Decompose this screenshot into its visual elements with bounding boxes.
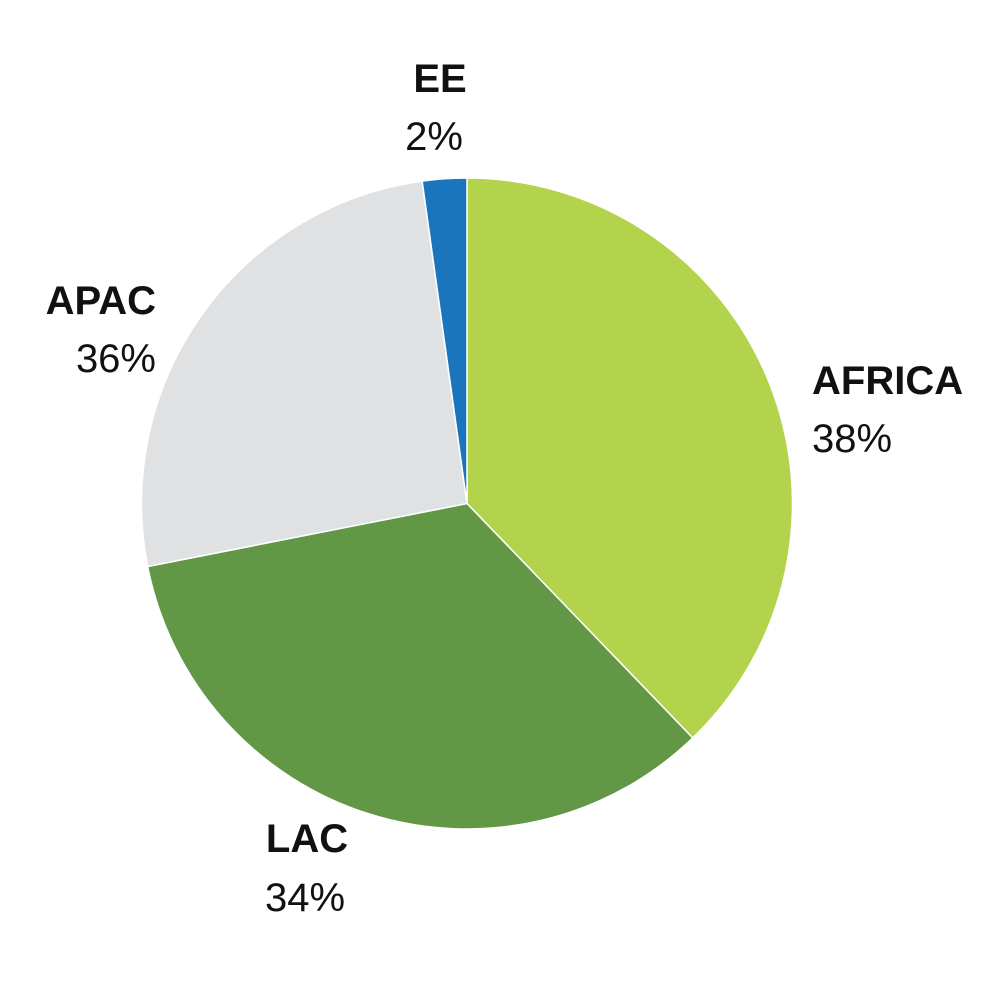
label-africa-pct: 38%	[812, 417, 892, 461]
pie-slice-lac	[146, 502, 694, 830]
pie-slices	[140, 177, 794, 830]
label-apac-name: APAC	[46, 279, 156, 323]
label-apac-pct: 36%	[76, 337, 156, 381]
pie-slice-ee	[421, 177, 468, 504]
pie-slice-apac	[140, 180, 468, 568]
label-ee-pct: 2%	[405, 115, 463, 159]
label-africa-name: AFRICA	[812, 359, 963, 403]
label-lac-name: LAC	[266, 817, 348, 861]
label-ee-name: EE	[413, 57, 466, 101]
pie-labels: AFRICA 38% LAC 34% APAC 36% EE 2%	[46, 57, 963, 920]
label-lac-pct: 34%	[265, 876, 345, 920]
pie-slice-africa	[466, 177, 794, 740]
